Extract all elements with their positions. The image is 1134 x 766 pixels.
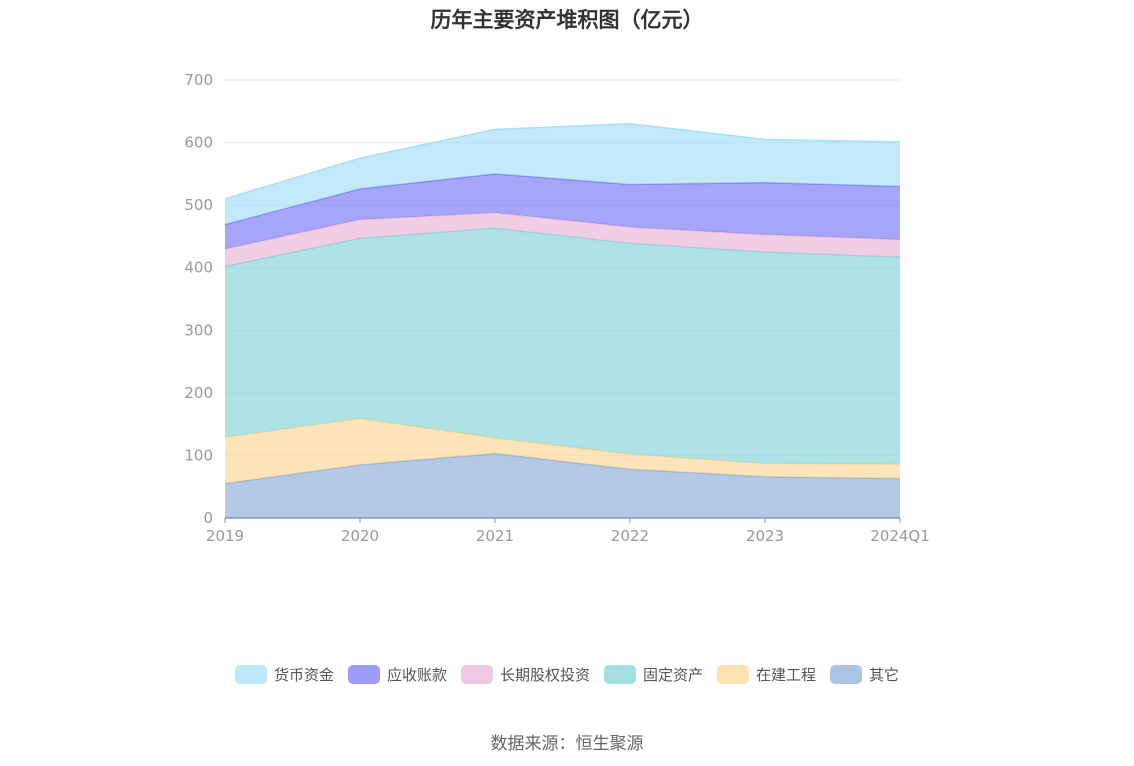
legend-item[interactable]: 固定资产	[604, 664, 703, 685]
axes: 0 100 200 300 400 500 600 700 2019 2020 2021 2022 20…	[184, 71, 929, 545]
y-tick-label: 0	[203, 509, 213, 527]
y-tick-label: 600	[184, 134, 213, 152]
x-tick-label: 2019	[206, 527, 244, 545]
area-series-layer	[224, 123, 901, 518]
area-series-4	[225, 173, 900, 249]
legend-swatch	[604, 665, 636, 684]
legend-item[interactable]: 应收账款	[347, 664, 447, 685]
y-tick-label: 100	[184, 446, 213, 464]
data-source-note: 数据来源：恒生聚源	[490, 734, 644, 754]
legend-label: 固定资产	[643, 666, 704, 684]
legend-item[interactable]: 货币资金	[234, 664, 334, 685]
legend-item[interactable]: 其它	[830, 664, 899, 685]
legend-label: 长期股权投资	[499, 666, 590, 684]
legend-swatch	[717, 665, 750, 684]
y-tick-label: 700	[184, 71, 213, 89]
legend-label: 其它	[869, 666, 900, 684]
area-series-line-5	[224, 123, 901, 200]
stacked-area-chart: 0 100 200 300 400 500 600 700 2019 2020 2021 2022 20…	[184, 71, 929, 545]
area-series-1	[225, 418, 900, 484]
x-tick-label: 2024Q1	[870, 527, 930, 545]
area-series-2	[225, 228, 900, 465]
area-series-5	[225, 123, 900, 225]
legend-label: 在建工程	[756, 666, 817, 684]
x-tick-label: 2023	[746, 527, 784, 545]
y-tick-label: 400	[184, 259, 213, 277]
y-tick-label: 200	[184, 384, 213, 402]
chart-title: 历年主要资产堆积图（亿元）	[430, 8, 704, 32]
legend-label: 货币资金	[273, 666, 334, 684]
legend-label: 应收账款	[386, 666, 447, 684]
legend-swatch	[830, 665, 863, 684]
legend-item[interactable]: 在建工程	[717, 664, 816, 685]
legend-swatch	[234, 665, 267, 684]
y-tick-label: 300	[184, 321, 213, 339]
area-series-0	[225, 453, 900, 518]
legend-swatch	[347, 665, 380, 684]
legend-item[interactable]: 长期股权投资	[460, 664, 590, 685]
x-tick-label: 2021	[476, 527, 514, 545]
chart-legend: 货币资金 应收账款 长期股权投资 固定资产 在建工程 其它	[0, 664, 1134, 685]
x-tick-label: 2020	[341, 527, 379, 545]
legend-swatch	[460, 665, 493, 684]
x-tick-label: 2022	[611, 527, 649, 545]
y-tick-label: 500	[184, 196, 213, 214]
area-series-3	[225, 212, 900, 267]
